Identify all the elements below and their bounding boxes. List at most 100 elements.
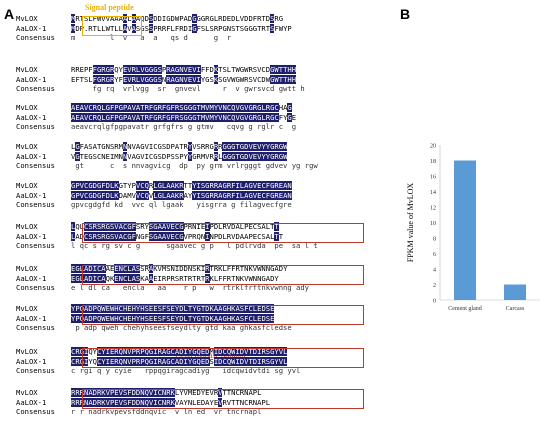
- sequence-text: EFTSLFGRGRYFEVRLVGGGSNRAGNVEVIYGSKSGVWGW…: [71, 74, 297, 84]
- row-label: Consensus: [16, 323, 55, 332]
- sequence-text: YPQADPQWEWHCHEHYHSEESFSEYDLTYGTDKAAGHKAS…: [71, 304, 275, 313]
- bar: [454, 160, 476, 300]
- sequence-text: CRGIQYCYIERQNVPRPQGIRAGCADIYGQEDMIDCQWID…: [71, 347, 288, 356]
- sequence-text: MDP.RTLLWTLLAVASGSSPRRFLFRDIGFSLSRPGNSTS…: [71, 23, 292, 33]
- y-tick-label: 18: [430, 159, 436, 165]
- sequence-text: GPVCGDGFDLKGTYPVCQRLGLAAKRTTYISGRRAGRFIL…: [71, 181, 292, 190]
- alignment-block: MvLOX MRTSLFWVVAAAALAAQDSDDIGDWPADGGGRGLR…: [16, 14, 386, 43]
- row-label: MvLOX: [16, 222, 38, 231]
- row-label: Consensus: [16, 33, 55, 42]
- sequence-text: p adp qweh chehyhseesfseydlty gtd kaa gh…: [71, 323, 292, 332]
- consensus-row: Consensus gpvcgdgfd kd vvc ql lgaak yisgr…: [16, 200, 386, 210]
- sequence-text: EGLADICAQKENCLASKAAEIRPRSRTRTRTRKLFFRTNK…: [71, 273, 279, 283]
- consensus-row: Consensus fg rq vrlvgg sr gnvevl r v gwr…: [16, 84, 386, 94]
- mv-sequence-row: MvLOX RREPFFGRGRQYEVRLVGGGSPRAGNVEVIFFDKT…: [16, 65, 386, 75]
- lysyl-oxidase-domain-label: Lysyl oxidase domain: [175, 351, 246, 360]
- y-tick-label: 14: [430, 190, 436, 196]
- mv-sequence-row: MvLOX YPQADPQWEWHCHEHYHSEESFSEYDLTYGTDKAA…: [16, 304, 386, 314]
- aa-sequence-row: AaLOX-1 AEAVCRQLGFPGPAVATRFGRFGFRSGGGTMVM…: [16, 112, 386, 123]
- consensus-row: Consensus e l dl ca encla aa r p w rtrklf…: [16, 283, 386, 293]
- consensus-row: Consensus m l v a a qs d g r: [16, 33, 386, 43]
- sequence-text: RREPFFGRGRQYEVRLVGGGSPRAGNVEVIFFDKTSLTWG…: [71, 65, 297, 74]
- sequence-text: l qc s rg sv c g sgaavec g p l pdlrvda p…: [71, 241, 318, 250]
- y-tick-label: 0: [433, 299, 436, 305]
- y-tick-label: 20: [430, 144, 436, 150]
- sequence-text: LQLCSRSRGSVACGFSRYSGAAVECGPRNIEIPDLRVDAL…: [71, 222, 279, 231]
- consensus-row: Consensus c rgi q y cyie rppqgiragcadiyg …: [16, 366, 386, 376]
- sequence-text: RRRNADRKVPEVSFDDNQVICNRKLYVMEDYEVRVTTNCR…: [71, 388, 262, 397]
- row-label: MvLOX: [16, 264, 38, 273]
- row-label: AaLOX-1: [16, 74, 47, 84]
- row-label: Consensus: [16, 161, 55, 170]
- y-tick-label: 12: [430, 206, 436, 212]
- row-label: MvLOX: [16, 14, 38, 23]
- signal-peptide-box: [82, 16, 142, 36]
- sequence-text: YPQADPQWEWHCHEHYHSEESFSEYDLTYGTDKAAGHKAS…: [71, 313, 275, 323]
- panel-b-label: B: [400, 6, 411, 22]
- row-label: AaLOX-1: [16, 23, 47, 33]
- consensus-row: Consensus l qc s rg sv c g sgaavec g p l …: [16, 241, 386, 251]
- sequence-text: e l dl ca encla aa r p w rtrklfrftnkvwnn…: [71, 283, 309, 292]
- row-label: AaLOX-1: [16, 151, 47, 161]
- row-label: AaLOX-1: [16, 397, 47, 407]
- y-axis-label: FPKM value of MvLOX: [406, 183, 415, 263]
- y-tick-label: 16: [430, 175, 436, 181]
- row-label: Consensus: [16, 122, 55, 131]
- row-label: AaLOX-1: [16, 356, 47, 366]
- sequence-text: CRGIYQCYIERQNVPRPQGIRAGCADIYGQEDSIDCQWID…: [71, 356, 288, 366]
- sequence-text: AEAVCRQLGFPGPAVATRFGRFGFRSGGGTMVMYVNCQVG…: [71, 103, 292, 112]
- aa-sequence-row: AaLOX-1 CRGIYQCYIERQNVPRPQGIRAGCADIYGQEDS…: [16, 356, 386, 367]
- mv-sequence-row: MvLOX EGLADICAAEENCLASSRAKVMSNIDDNSKIRTRK…: [16, 264, 386, 274]
- lysyl-oxidase-domain-box: [82, 348, 364, 368]
- row-label: MvLOX: [16, 347, 38, 356]
- alignment-block: MvLOX GPVCGDGFDLKGTYPVCQRLGLAAKRTTYISGRRA…: [16, 181, 386, 210]
- sequence-text: LADCSRSRGSVACGFNGFSGAAVECGVPRQNINPDLRVDA…: [71, 231, 284, 241]
- alignment-block: MvLOX AEAVCRQLGFPGPAVATRFGRFGFRSGGGTMVMYV…: [16, 103, 386, 132]
- mv-sequence-row: MvLOX MRTSLFWVVAAAALAAQDSDDIGDWPADGGGRGLR…: [16, 14, 386, 24]
- sequence-text: c rgi q y cyie rppqgiragcadiyg idcqwidvt…: [71, 366, 301, 375]
- aa-sequence-row: AaLOX-1 LADCSRSRGSVACGFNGFSGAAVECGVPRQNIN…: [16, 231, 386, 242]
- alignment-block: MvLOX YPQADPQWEWHCHEHYHSEESFSEYDLTYGTDKAA…: [16, 304, 386, 333]
- sequence-text: EGLADICAAEENCLASSRAKVMSNIDDNSKIRTRKLFFRT…: [71, 264, 288, 273]
- y-tick-label: 8: [433, 237, 436, 243]
- mv-sequence-row: MvLOX GPVCGDGFDLKGTYPVCQRLGLAAKRTTYISGRRA…: [16, 181, 386, 191]
- consensus-row: Consensus gt c s nnvagvicg dp py grm vrl…: [16, 161, 386, 171]
- sequence-text: m l v a a qs d g r: [71, 33, 232, 42]
- fpkm-bar-chart: 0 2 4 6 8 10 12 14 16 18 20 Cement gland Carcass FPKM…: [400, 120, 550, 420]
- row-label: Consensus: [16, 241, 55, 250]
- aa-sequence-row: AaLOX-1 MDP.RTLLWTLLAVASGSSPRRFLFRDIGFSLS…: [16, 23, 386, 34]
- aa-sequence-row: AaLOX-1 GPVCGDGFDLKDAMVVCQVLGLAAKRAYYISGR…: [16, 190, 386, 201]
- sequence-text: VGTEGSCNEIMNNVAGVICGSDPSSPYYGRMVRRLGGGTG…: [71, 151, 288, 161]
- aa-sequence-row: AaLOX-1 VGTEGSCNEIMNNVAGVICGSDPSSPYYGRMVR…: [16, 151, 386, 162]
- mv-sequence-row: MvLOX AEAVCRQLGFPGPAVATRFGRFGFRSGGGTMVMYV…: [16, 103, 386, 113]
- row-label: Consensus: [16, 283, 55, 292]
- sequence-text: AEAVCRQLGFPGPAVATRFGRFGFRSGGGTMVMYVNCQVG…: [71, 112, 297, 122]
- sequence-text: gt c s nnvagvicg dp py grm vrlrgggt gdve…: [71, 161, 318, 170]
- row-label: AaLOX-1: [16, 231, 47, 241]
- alignment-block: MvLOX RRRNADRKVPEVSFDDNQVICNRKLYVMEDYEVRV…: [16, 388, 386, 417]
- row-label: MvLOX: [16, 103, 38, 112]
- row-label: MvLOX: [16, 304, 38, 313]
- y-tick-label: 6: [433, 252, 436, 258]
- row-label: Consensus: [16, 407, 55, 416]
- mv-sequence-row: MvLOX RRRNADRKVPEVSFDDNQVICNRKLYVMEDYEVRV…: [16, 388, 386, 398]
- row-label: Consensus: [16, 200, 55, 209]
- mv-sequence-row: MvLOX LQLCSRSRGSVACGFSRYSGAAVECGPRNIEIPDL…: [16, 222, 386, 232]
- sequence-text: GPVCGDGFDLKDAMVVCQVLGLAAKRAYYISGRRAGRFIL…: [71, 190, 292, 200]
- lysyl-oxidase-domain-box: [82, 265, 364, 285]
- alignment-block: MvLOX LGFASATGNSRMNNVAGVICGSDPATRYVSRRGRR…: [16, 142, 386, 171]
- row-label: Consensus: [16, 366, 55, 375]
- lysyl-oxidase-domain-box: [82, 223, 364, 243]
- mv-sequence-row: MvLOX LGFASATGNSRMNNVAGVICGSDPATRYVSRRGRR…: [16, 142, 386, 152]
- aa-sequence-row: AaLOX-1 EFTSLFGRGRYFEVRLVGGGSNRAGNVEVIYGS…: [16, 74, 386, 85]
- sequence-text: r r nadrkvpevsfddnqvic v ln ed vr tncrna…: [71, 407, 262, 416]
- sequence-text: MRTSLFWVVAAAALAAQDSDDIGDWPADGGGRGLRDEDLV…: [71, 14, 284, 23]
- alignment-block: MvLOX CRGIQYCYIERQNVPRPQGIRAGCADIYGQEDMID…: [16, 347, 386, 376]
- sequence-text: gpvcgdgfd kd vvc ql lgaak yisgrra g fila…: [71, 200, 292, 209]
- sequence-text: aeavcrqlgfpgpavatr grfgfrs g gtmv cqvg g…: [71, 122, 297, 131]
- sequence-text: fg rq vrlvgg sr gnvevl r v gwrsvcd gwtt …: [71, 84, 305, 93]
- alignment-block: MvLOX EGLADICAAEENCLASSRAKVMSNIDDNSKIRTRK…: [16, 264, 386, 293]
- mv-sequence-row: MvLOX CRGIQYCYIERQNVPRPQGIRAGCADIYGQEDMID…: [16, 347, 386, 357]
- consensus-row: Consensus p adp qweh chehyhseesfseydlty …: [16, 323, 386, 333]
